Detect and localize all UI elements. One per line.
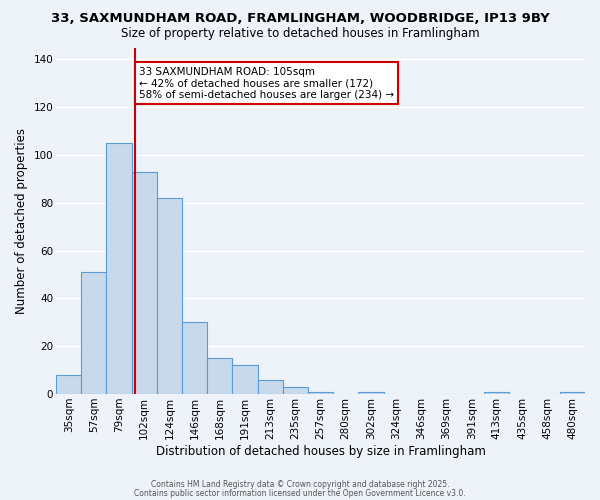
Bar bbox=[358, 392, 383, 394]
Text: 33 SAXMUNDHAM ROAD: 105sqm
← 42% of detached houses are smaller (172)
58% of sem: 33 SAXMUNDHAM ROAD: 105sqm ← 42% of deta… bbox=[139, 66, 394, 100]
Bar bbox=[182, 322, 207, 394]
Y-axis label: Number of detached properties: Number of detached properties bbox=[15, 128, 28, 314]
X-axis label: Distribution of detached houses by size in Framlingham: Distribution of detached houses by size … bbox=[155, 444, 485, 458]
Bar bbox=[257, 380, 283, 394]
Bar bbox=[232, 366, 257, 394]
Text: 33, SAXMUNDHAM ROAD, FRAMLINGHAM, WOODBRIDGE, IP13 9BY: 33, SAXMUNDHAM ROAD, FRAMLINGHAM, WOODBR… bbox=[50, 12, 550, 26]
Bar bbox=[484, 392, 509, 394]
Bar bbox=[283, 387, 308, 394]
Bar bbox=[131, 172, 157, 394]
Bar bbox=[81, 272, 106, 394]
Bar bbox=[560, 392, 585, 394]
Bar bbox=[56, 375, 81, 394]
Bar bbox=[207, 358, 232, 394]
Text: Size of property relative to detached houses in Framlingham: Size of property relative to detached ho… bbox=[121, 28, 479, 40]
Bar bbox=[106, 143, 131, 394]
Text: Contains HM Land Registry data © Crown copyright and database right 2025.: Contains HM Land Registry data © Crown c… bbox=[151, 480, 449, 489]
Text: Contains public sector information licensed under the Open Government Licence v3: Contains public sector information licen… bbox=[134, 488, 466, 498]
Bar bbox=[308, 392, 333, 394]
Bar bbox=[157, 198, 182, 394]
